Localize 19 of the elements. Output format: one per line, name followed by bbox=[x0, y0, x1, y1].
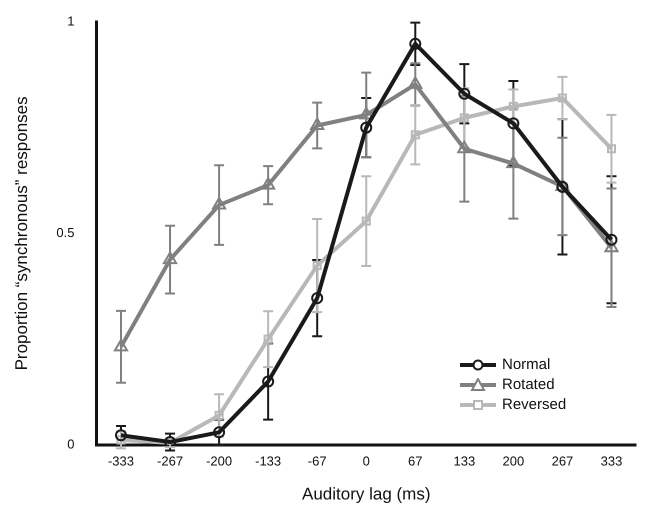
x-tick-label: -200 bbox=[206, 453, 232, 468]
x-axis-title: Auditory lag (ms) bbox=[302, 484, 430, 504]
x-tick-label: 267 bbox=[552, 453, 574, 468]
x-tick-label: -333 bbox=[108, 453, 134, 468]
x-tick-label: 200 bbox=[502, 453, 524, 468]
x-tick-label: 67 bbox=[408, 453, 423, 468]
x-tick-label: -133 bbox=[255, 453, 282, 468]
x-tick-label: 0 bbox=[362, 453, 370, 468]
x-tick-label: 333 bbox=[600, 453, 622, 468]
legend-label: Reversed bbox=[502, 395, 566, 415]
x-tick-label: -267 bbox=[157, 453, 184, 468]
y-tick-label: 0 bbox=[67, 436, 74, 452]
legend-label: Normal bbox=[502, 355, 550, 375]
x-tick-label: -67 bbox=[308, 453, 327, 468]
legend-label: Rotated bbox=[502, 375, 555, 395]
y-tick-label: 0.5 bbox=[56, 224, 74, 240]
y-axis-title: Proportion “synchronous” responses bbox=[12, 96, 31, 370]
x-tick-label: 133 bbox=[453, 453, 476, 468]
y-tick-label: 1 bbox=[67, 13, 74, 28]
